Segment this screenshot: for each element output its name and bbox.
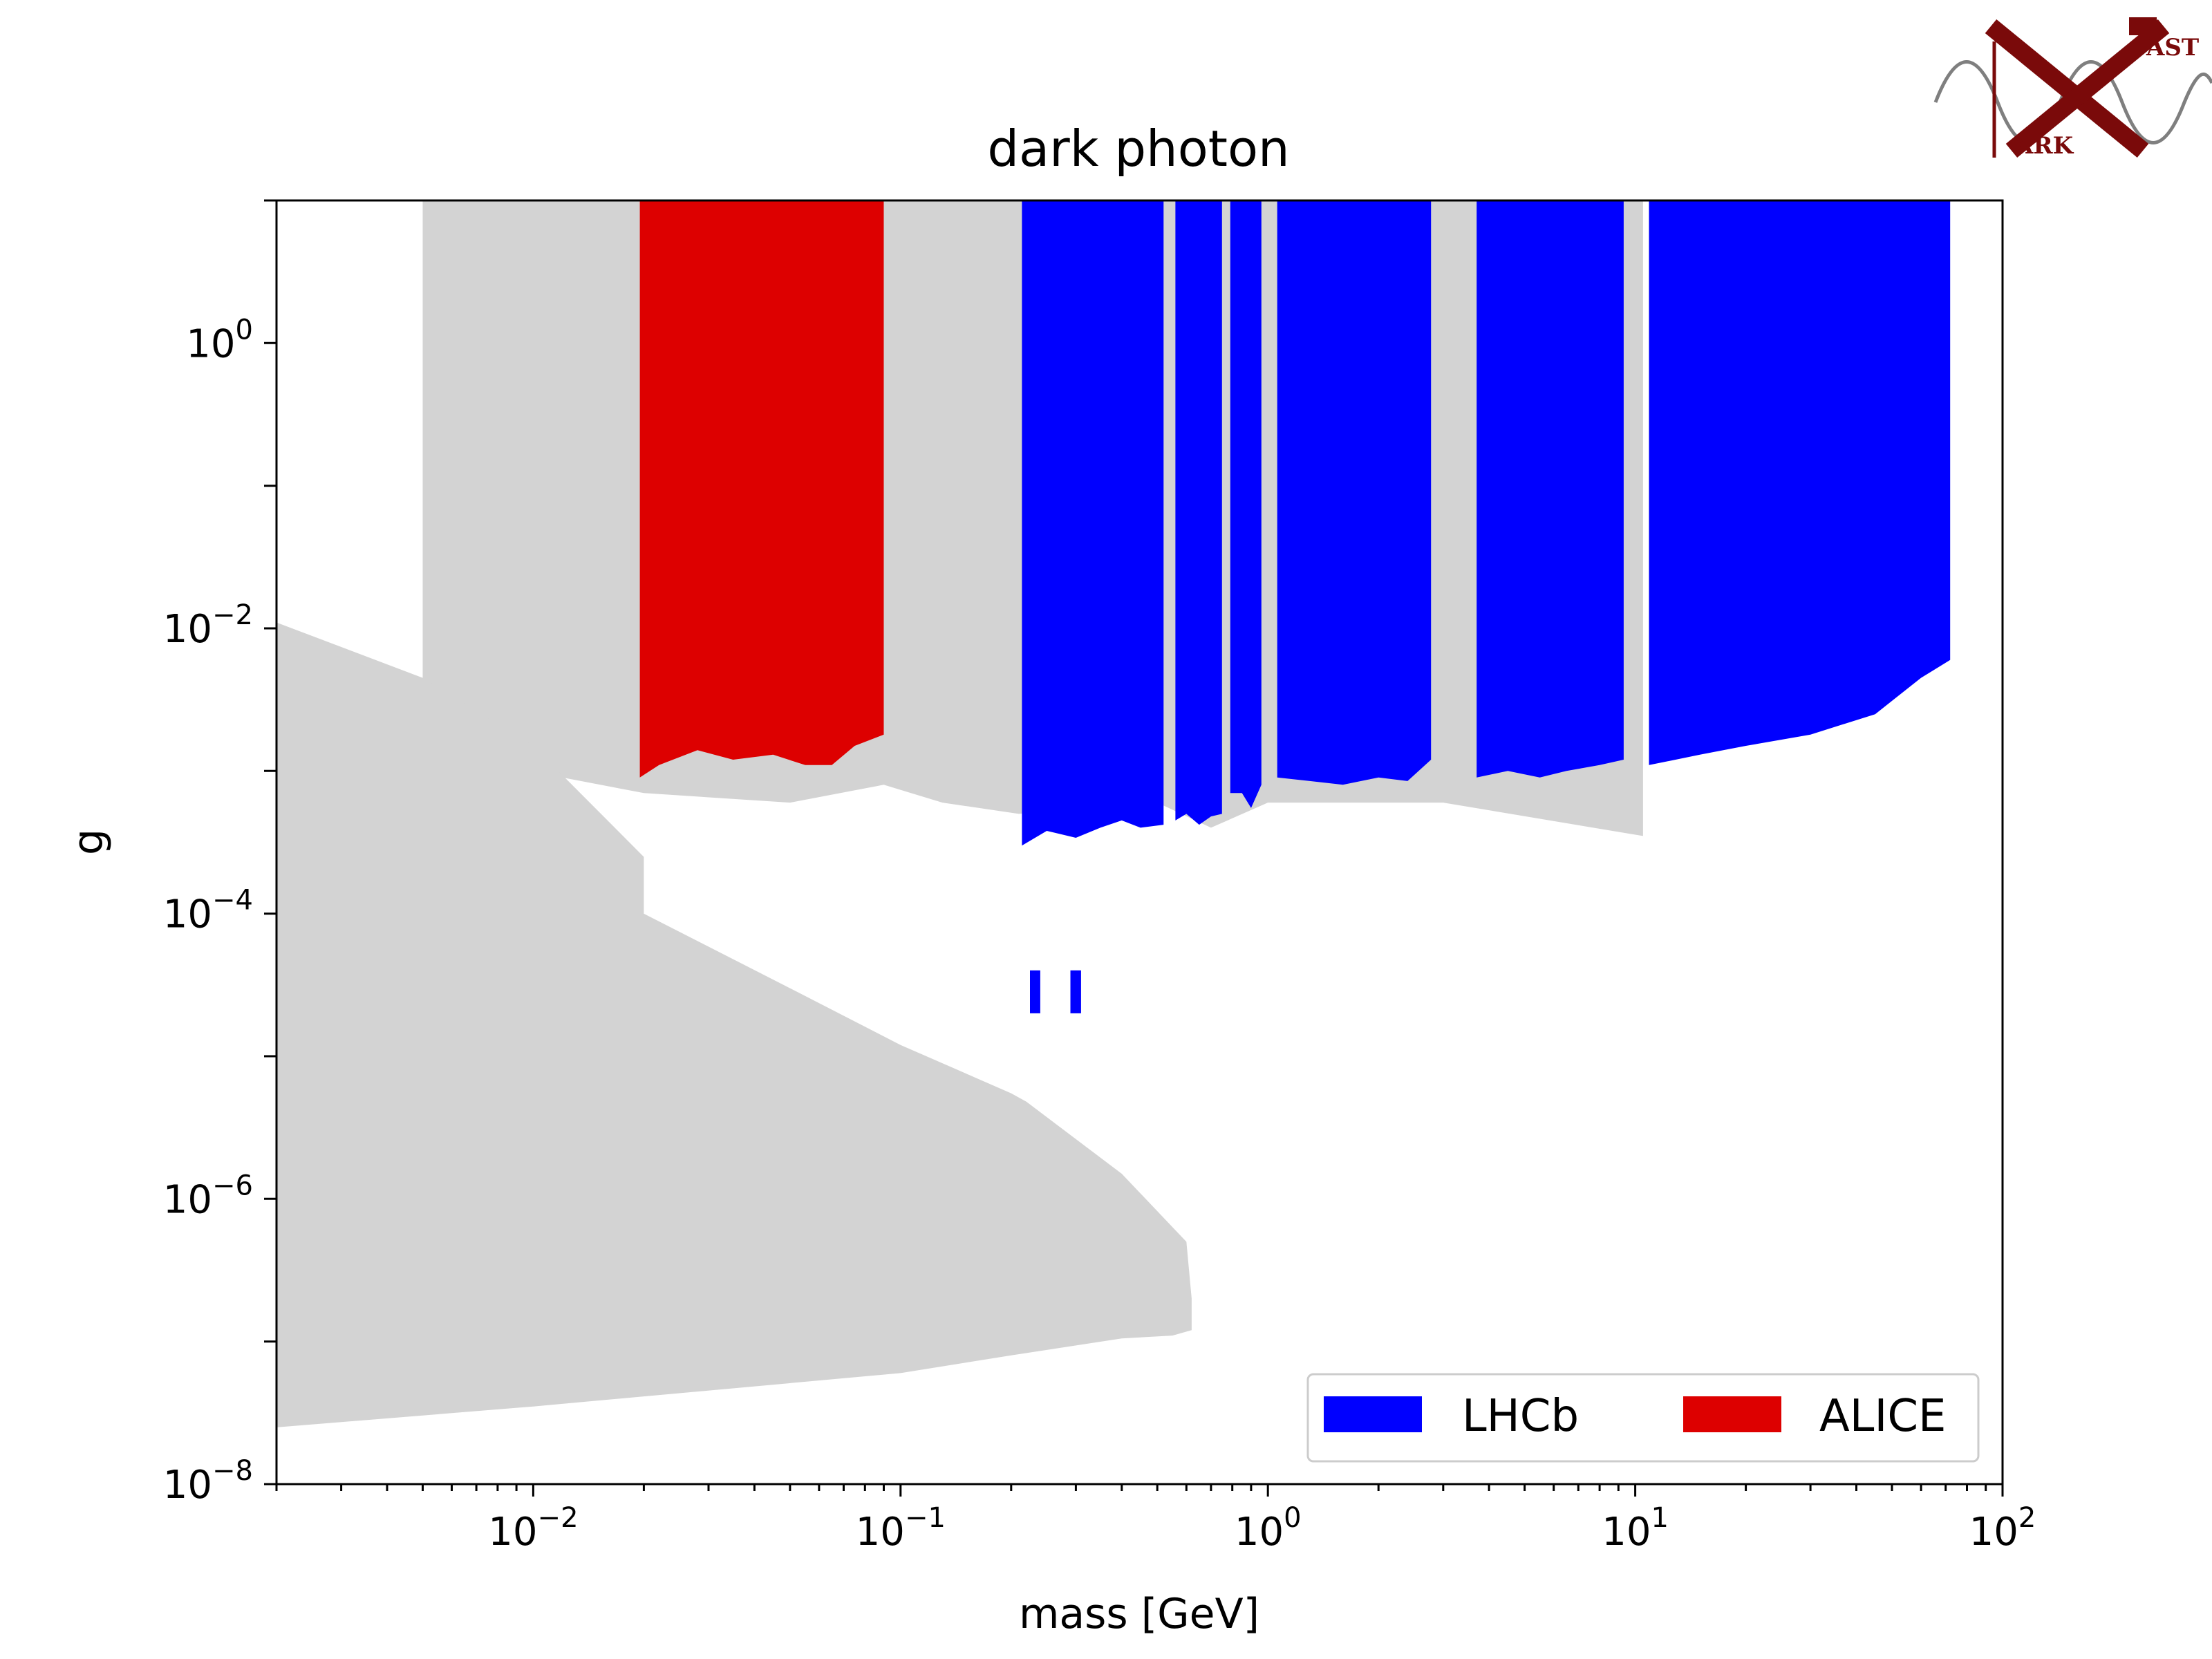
x-tick-label: 10−2 xyxy=(488,1502,578,1555)
lhcb-island-1 xyxy=(1070,970,1081,1013)
lhcb-island-0 xyxy=(1030,970,1040,1013)
plot-frame xyxy=(275,199,2004,1485)
logo-wave xyxy=(1933,60,2212,144)
legend-label-alice: ALICE xyxy=(1819,1391,1946,1442)
x-tick-label: 10−1 xyxy=(856,1502,946,1555)
series-layer xyxy=(639,200,1951,1013)
lhcb-band-1 xyxy=(1175,200,1222,825)
y-tick-label: 10−4 xyxy=(163,885,253,937)
darkcast-logo: AST ARK xyxy=(1933,17,2212,160)
legend-swatch-alice xyxy=(1683,1396,1781,1432)
legend-swatch-lhcb xyxy=(1324,1396,1422,1432)
chart-title: dark photon xyxy=(987,120,1289,178)
x-axis: 10−2 10−1 100 101 102 xyxy=(275,1484,2036,1555)
y-tick-label: 10−8 xyxy=(163,1455,253,1508)
y-axis-label: g xyxy=(64,829,113,855)
x-tick-label: 101 xyxy=(1602,1502,1669,1555)
x-axis-label: mass [GeV] xyxy=(1019,1590,1259,1638)
x-tick-label: 102 xyxy=(1969,1502,2036,1555)
lhcb-band-3 xyxy=(1277,200,1432,785)
legend: LHCb ALICE xyxy=(1306,1373,1980,1463)
plot-area xyxy=(276,200,1951,1427)
alice-band-0 xyxy=(639,200,884,778)
logo-text-ast: AST xyxy=(2146,34,2199,62)
legend-frame xyxy=(1306,1373,1980,1463)
logo-cross-stroke-1 xyxy=(1985,19,2149,158)
x-tick-label: 100 xyxy=(1235,1502,1302,1555)
y-tick-label: 100 xyxy=(186,314,253,366)
y-tick-label: 10−2 xyxy=(163,599,253,652)
logo-cross-stroke-2 xyxy=(2005,19,2170,158)
existing-limit-lower-region xyxy=(276,622,1192,1427)
y-axis: 10−8 10−6 10−4 10−2 100 xyxy=(163,199,276,1508)
lhcb-band-0 xyxy=(1022,200,1164,846)
lhcb-band-2 xyxy=(1230,200,1262,808)
lhcb-band-5 xyxy=(1649,200,1951,765)
legend-label-lhcb: LHCb xyxy=(1462,1391,1579,1442)
logo-text-ark: ARK xyxy=(2014,132,2074,160)
y-tick-label: 10−6 xyxy=(163,1170,253,1222)
lhcb-band-4 xyxy=(1477,200,1624,778)
